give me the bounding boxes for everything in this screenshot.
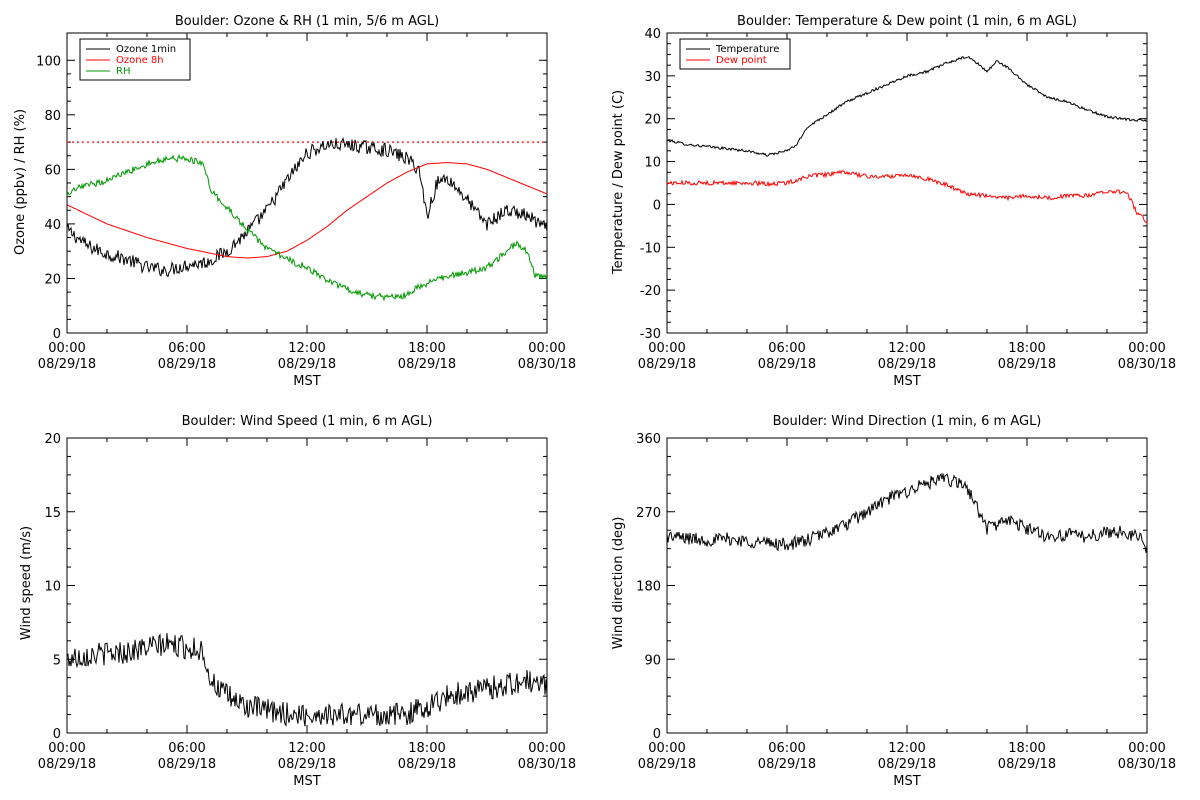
x-tick-time-label: 12:00 bbox=[288, 741, 325, 756]
y-tick-label: 0 bbox=[53, 327, 61, 342]
x-tick-date-label: 08/29/18 bbox=[638, 357, 696, 372]
y-tick-label: 20 bbox=[44, 432, 61, 447]
x-tick-time-label: 12:00 bbox=[288, 341, 325, 356]
x-tick-date-label: 08/29/18 bbox=[758, 757, 816, 772]
x-tick-date-label: 08/30/18 bbox=[1118, 757, 1176, 772]
x-axis-label: MST bbox=[293, 774, 320, 789]
y-tick-label: 20 bbox=[644, 113, 661, 128]
x-tick-time-label: 06:00 bbox=[168, 341, 205, 356]
x-tick-date-label: 08/30/18 bbox=[518, 757, 576, 772]
legend-label: Ozone 8h bbox=[116, 55, 164, 66]
legend-label: Ozone 1min bbox=[116, 44, 176, 55]
x-tick-time-label: 00:00 bbox=[528, 741, 565, 756]
y-axis-label: Wind speed (m/s) bbox=[19, 526, 34, 640]
y-tick-label: 360 bbox=[636, 432, 661, 447]
series-line bbox=[66, 161, 548, 259]
x-tick-time-label: 18:00 bbox=[408, 341, 445, 356]
x-tick-time-label: 00:00 bbox=[48, 741, 85, 756]
y-tick-label: 0 bbox=[53, 727, 61, 742]
y-tick-label: 100 bbox=[36, 54, 61, 69]
y-axis-label: Ozone (ppbv) / RH (%) bbox=[13, 109, 28, 255]
y-tick-label: 270 bbox=[636, 506, 661, 521]
x-tick-date-label: 08/29/18 bbox=[638, 757, 696, 772]
y-tick-label: 20 bbox=[44, 272, 61, 287]
x-tick-date-label: 08/29/18 bbox=[158, 757, 216, 772]
x-tick-date-label: 08/29/18 bbox=[998, 757, 1056, 772]
x-tick-date-label: 08/29/18 bbox=[278, 757, 336, 772]
panel-ozone-rh: Boulder: Ozone & RH (1 min, 5/6 m AGL) O… bbox=[13, 14, 576, 389]
x-tick-time-label: 18:00 bbox=[1008, 341, 1045, 356]
series-line bbox=[66, 137, 548, 278]
chart-title: Boulder: Ozone & RH (1 min, 5/6 m AGL) bbox=[175, 14, 439, 29]
x-tick-date-label: 08/29/18 bbox=[278, 357, 336, 372]
panel-wind-direction: Boulder: Wind Direction (1 min, 6 m AGL)… bbox=[611, 414, 1176, 789]
x-tick-date-label: 08/30/18 bbox=[518, 357, 576, 372]
y-tick-label: 40 bbox=[44, 218, 61, 233]
x-tick-date-label: 08/29/18 bbox=[38, 757, 96, 772]
panel-temperature-dewpoint: Boulder: Temperature & Dew point (1 min,… bbox=[611, 14, 1176, 389]
x-tick-time-label: 00:00 bbox=[48, 341, 85, 356]
plot-frame bbox=[666, 437, 1148, 734]
y-tick-label: 80 bbox=[44, 109, 61, 124]
series-line bbox=[66, 153, 548, 302]
y-axis-label: Wind direction (deg) bbox=[611, 517, 626, 650]
x-axis-label: MST bbox=[893, 374, 920, 389]
y-tick-label: -10 bbox=[640, 241, 661, 256]
y-tick-label: 15 bbox=[44, 506, 61, 521]
x-axis-label: MST bbox=[893, 774, 920, 789]
y-tick-label: 10 bbox=[644, 156, 661, 171]
y-tick-label: 60 bbox=[44, 163, 61, 178]
x-tick-time-label: 06:00 bbox=[768, 341, 805, 356]
x-axis-label: MST bbox=[293, 374, 320, 389]
x-tick-time-label: 18:00 bbox=[408, 741, 445, 756]
y-tick-label: 40 bbox=[644, 27, 661, 42]
x-tick-date-label: 08/29/18 bbox=[998, 357, 1056, 372]
y-tick-label: 0 bbox=[653, 727, 661, 742]
x-tick-date-label: 08/30/18 bbox=[1118, 357, 1176, 372]
legend-label: RH bbox=[116, 66, 130, 77]
series-line bbox=[666, 169, 1148, 224]
x-tick-time-label: 12:00 bbox=[888, 341, 925, 356]
chart-title: Boulder: Temperature & Dew point (1 min,… bbox=[737, 14, 1077, 29]
x-tick-date-label: 08/29/18 bbox=[878, 357, 936, 372]
x-tick-date-label: 08/29/18 bbox=[758, 357, 816, 372]
x-tick-time-label: 06:00 bbox=[768, 741, 805, 756]
y-tick-label: 5 bbox=[53, 653, 61, 668]
x-tick-time-label: 00:00 bbox=[1128, 341, 1165, 356]
x-tick-time-label: 00:00 bbox=[1128, 741, 1165, 756]
chart-title: Boulder: Wind Direction (1 min, 6 m AGL) bbox=[773, 414, 1042, 429]
y-tick-label: 30 bbox=[644, 70, 661, 85]
x-tick-date-label: 08/29/18 bbox=[878, 757, 936, 772]
y-tick-label: 10 bbox=[44, 580, 61, 595]
x-tick-date-label: 08/29/18 bbox=[158, 357, 216, 372]
x-tick-time-label: 00:00 bbox=[648, 741, 685, 756]
legend-box bbox=[679, 38, 791, 70]
legend-label: Dew point bbox=[716, 55, 767, 66]
y-tick-label: 90 bbox=[644, 653, 661, 668]
x-tick-time-label: 06:00 bbox=[168, 741, 205, 756]
y-axis-label: Temperature / Dew point (C) bbox=[611, 90, 626, 275]
series-line bbox=[666, 472, 1148, 553]
x-tick-date-label: 08/29/18 bbox=[38, 357, 96, 372]
y-tick-label: -20 bbox=[640, 284, 661, 299]
x-tick-date-label: 08/29/18 bbox=[398, 357, 456, 372]
x-tick-time-label: 18:00 bbox=[1008, 741, 1045, 756]
y-tick-label: -30 bbox=[640, 327, 661, 342]
y-tick-label: 180 bbox=[636, 580, 661, 595]
series-line bbox=[666, 55, 1148, 157]
y-tick-label: 0 bbox=[653, 198, 661, 213]
chart-title: Boulder: Wind Speed (1 min, 6 m AGL) bbox=[182, 414, 433, 429]
series-line bbox=[66, 633, 548, 727]
x-tick-time-label: 00:00 bbox=[528, 341, 565, 356]
legend-label: Temperature bbox=[715, 44, 779, 55]
x-tick-time-label: 00:00 bbox=[648, 341, 685, 356]
panel-wind-speed: Boulder: Wind Speed (1 min, 6 m AGL) Win… bbox=[19, 414, 576, 789]
x-tick-date-label: 08/29/18 bbox=[398, 757, 456, 772]
x-tick-time-label: 12:00 bbox=[888, 741, 925, 756]
